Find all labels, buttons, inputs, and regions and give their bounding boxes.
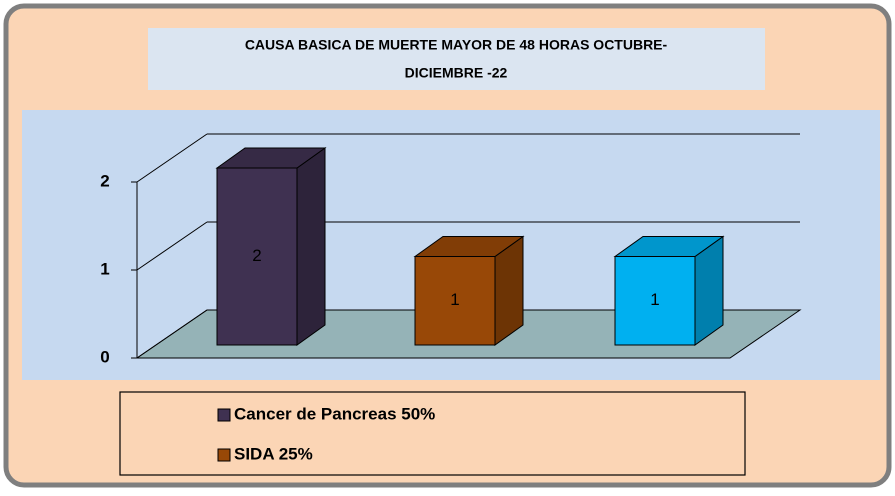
bar	[413, 235, 525, 346]
y-tick-label: 0	[100, 347, 109, 366]
legend-swatch	[217, 448, 231, 462]
chart-title: DICIEMBRE -22	[405, 65, 508, 81]
grid-line	[136, 221, 208, 271]
y-tick-label: 1	[100, 259, 109, 278]
legend-label: Cancer de Pancreas 50%	[234, 404, 435, 423]
legend-swatch	[217, 408, 231, 422]
y-tick-label: 2	[100, 171, 109, 190]
bar	[613, 235, 725, 346]
bar-face	[414, 256, 496, 346]
grid-line	[136, 309, 208, 359]
bar-face	[216, 167, 298, 346]
chart-title: CAUSA BASICA DE MUERTE MAYOR DE 48 HORAS…	[245, 37, 668, 53]
data-label: 1	[450, 290, 459, 309]
data-label: 1	[650, 290, 659, 309]
bar-face	[614, 256, 696, 346]
grid-line	[136, 133, 208, 183]
bar	[215, 147, 327, 346]
bar-face	[296, 147, 326, 346]
legend-label: SIDA 25%	[234, 444, 313, 463]
title-box	[148, 28, 765, 90]
data-label: 2	[252, 246, 261, 265]
